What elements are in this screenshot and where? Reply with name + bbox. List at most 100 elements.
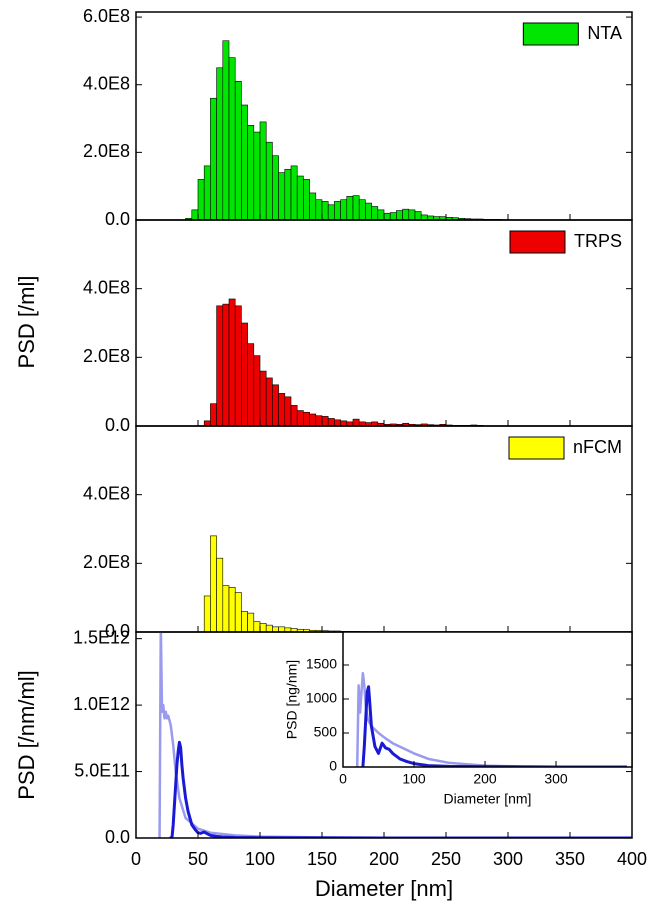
bar <box>203 595 211 632</box>
bar <box>414 211 422 220</box>
y-tick-label: 2.0E8 <box>83 141 130 161</box>
bar <box>197 179 205 220</box>
bar <box>253 131 261 220</box>
bar <box>290 405 298 426</box>
bar <box>272 155 279 220</box>
y-tick-label: 0.0 <box>105 209 130 229</box>
bar <box>303 179 310 220</box>
y-tick-label: 5.0E11 <box>74 760 130 780</box>
plot-area <box>203 298 484 426</box>
bar <box>321 201 329 220</box>
bar <box>210 403 217 426</box>
bar <box>253 355 261 426</box>
bar <box>278 172 286 220</box>
bar <box>358 199 366 220</box>
x-axis-label: Diameter [nm] <box>444 791 532 807</box>
bar <box>228 57 236 220</box>
y-tick-label: 4.0E8 <box>83 483 130 503</box>
x-tick-label: 250 <box>431 849 461 869</box>
y-tick-label: 2.0E8 <box>83 346 130 366</box>
bar <box>210 535 217 632</box>
y-tick-label: 4.0E8 <box>83 73 130 93</box>
bar <box>296 410 304 426</box>
x-tick-label: 400 <box>617 849 647 869</box>
bar <box>265 624 273 632</box>
bar <box>309 413 317 426</box>
bar <box>303 411 310 426</box>
y-tick-label: 0.0 <box>105 415 130 435</box>
inset-bg <box>343 632 632 767</box>
bar <box>216 67 224 220</box>
bar <box>340 199 348 220</box>
bar <box>296 175 304 220</box>
x-tick-label: 50 <box>188 849 208 869</box>
y-axis-label: PSD [ng/nm] <box>284 660 300 739</box>
bar <box>334 201 341 220</box>
y-tick-label: 6.0E8 <box>83 6 130 26</box>
bar <box>265 377 273 426</box>
legend-swatch <box>522 22 579 46</box>
bar <box>389 212 397 220</box>
x-tick-label: 150 <box>307 849 337 869</box>
x-tick-label: 100 <box>245 849 275 869</box>
bar <box>216 557 224 632</box>
bar <box>352 418 360 426</box>
frame <box>342 631 633 768</box>
legend-label: nFCM <box>573 437 622 457</box>
y-tick-label: 0 <box>329 758 337 774</box>
bar <box>234 81 242 220</box>
bar <box>284 396 292 426</box>
x-tick-label: 200 <box>369 849 399 869</box>
bar <box>228 298 236 426</box>
x-tick-label: 350 <box>555 849 585 869</box>
bar <box>234 305 242 426</box>
bar <box>241 322 248 426</box>
legend-label: TRPS <box>574 231 622 251</box>
bar <box>265 141 273 220</box>
bar <box>234 592 242 632</box>
y-tick-label: 4.0E8 <box>83 277 130 297</box>
bar <box>216 305 224 426</box>
bar <box>203 165 211 220</box>
x-tick-label: 100 <box>402 771 426 787</box>
bar <box>396 210 403 220</box>
bar <box>340 420 348 426</box>
line <box>361 685 628 767</box>
bar <box>352 195 360 220</box>
bar <box>327 204 335 220</box>
legend-swatch <box>509 230 566 254</box>
bar <box>278 393 286 426</box>
bar <box>247 612 255 632</box>
legend-swatch <box>508 436 565 460</box>
bar <box>365 202 372 220</box>
x-tick-label: 200 <box>473 771 497 787</box>
y-tick-label: 0.0 <box>105 827 130 847</box>
bar <box>278 626 286 632</box>
bar <box>253 621 261 632</box>
bar <box>259 623 267 632</box>
y-tick-label: 1500 <box>306 656 337 672</box>
y-tick-label: 2.0E8 <box>83 552 130 572</box>
x-tick-label: 300 <box>544 771 568 787</box>
bar <box>309 192 317 220</box>
bar <box>383 212 391 220</box>
bar <box>420 214 428 220</box>
bar <box>346 196 354 220</box>
bar <box>315 415 323 426</box>
x-tick-label: 300 <box>493 849 523 869</box>
bar <box>272 626 279 632</box>
bar <box>203 420 211 426</box>
bar <box>371 206 379 220</box>
bar <box>241 104 248 220</box>
y-tick-label: 1000 <box>306 690 337 706</box>
y-tick-label: 500 <box>314 724 338 740</box>
x-tick-label: 0 <box>131 849 141 869</box>
y-tick-label: 0.0 <box>105 621 130 641</box>
bar <box>247 125 255 220</box>
plot-area <box>203 535 366 632</box>
bar <box>247 343 255 426</box>
bar <box>327 418 335 426</box>
bar <box>377 209 385 220</box>
y-axis-label: PSD [/ml] <box>14 276 39 369</box>
